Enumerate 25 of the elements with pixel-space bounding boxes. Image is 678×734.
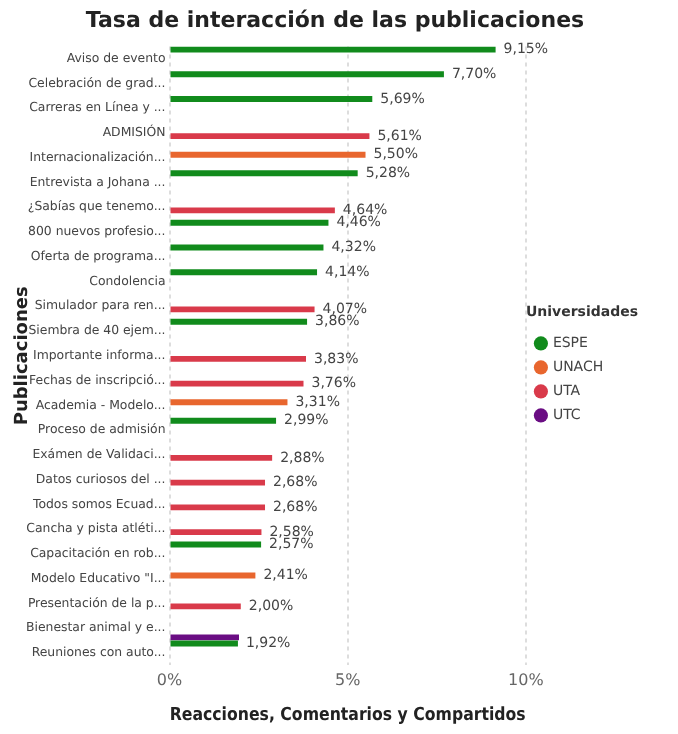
bar xyxy=(170,380,304,387)
x-tick-label: 0% xyxy=(156,670,183,689)
bar xyxy=(170,219,329,226)
bar xyxy=(170,634,239,641)
bar xyxy=(170,529,262,536)
bar xyxy=(170,355,306,362)
x-tick-label: 5% xyxy=(334,670,362,689)
x-axis-title: Reacciones, Comentarios y Compartidos xyxy=(169,702,526,725)
bar xyxy=(170,269,318,276)
bar xyxy=(170,151,366,158)
bar xyxy=(170,603,241,610)
bar xyxy=(170,454,273,461)
bar xyxy=(170,133,370,140)
bar xyxy=(170,504,266,511)
x-tick-label: 10% xyxy=(508,670,545,689)
bar xyxy=(170,318,308,325)
bar xyxy=(170,479,266,486)
bar xyxy=(170,71,444,78)
bar xyxy=(170,417,277,424)
bar xyxy=(170,170,358,177)
bar xyxy=(170,96,373,102)
bar xyxy=(170,306,315,313)
bar xyxy=(170,399,288,406)
bar xyxy=(170,207,335,214)
chart-title: Tasa de interacción de las publicaciones xyxy=(85,6,586,33)
